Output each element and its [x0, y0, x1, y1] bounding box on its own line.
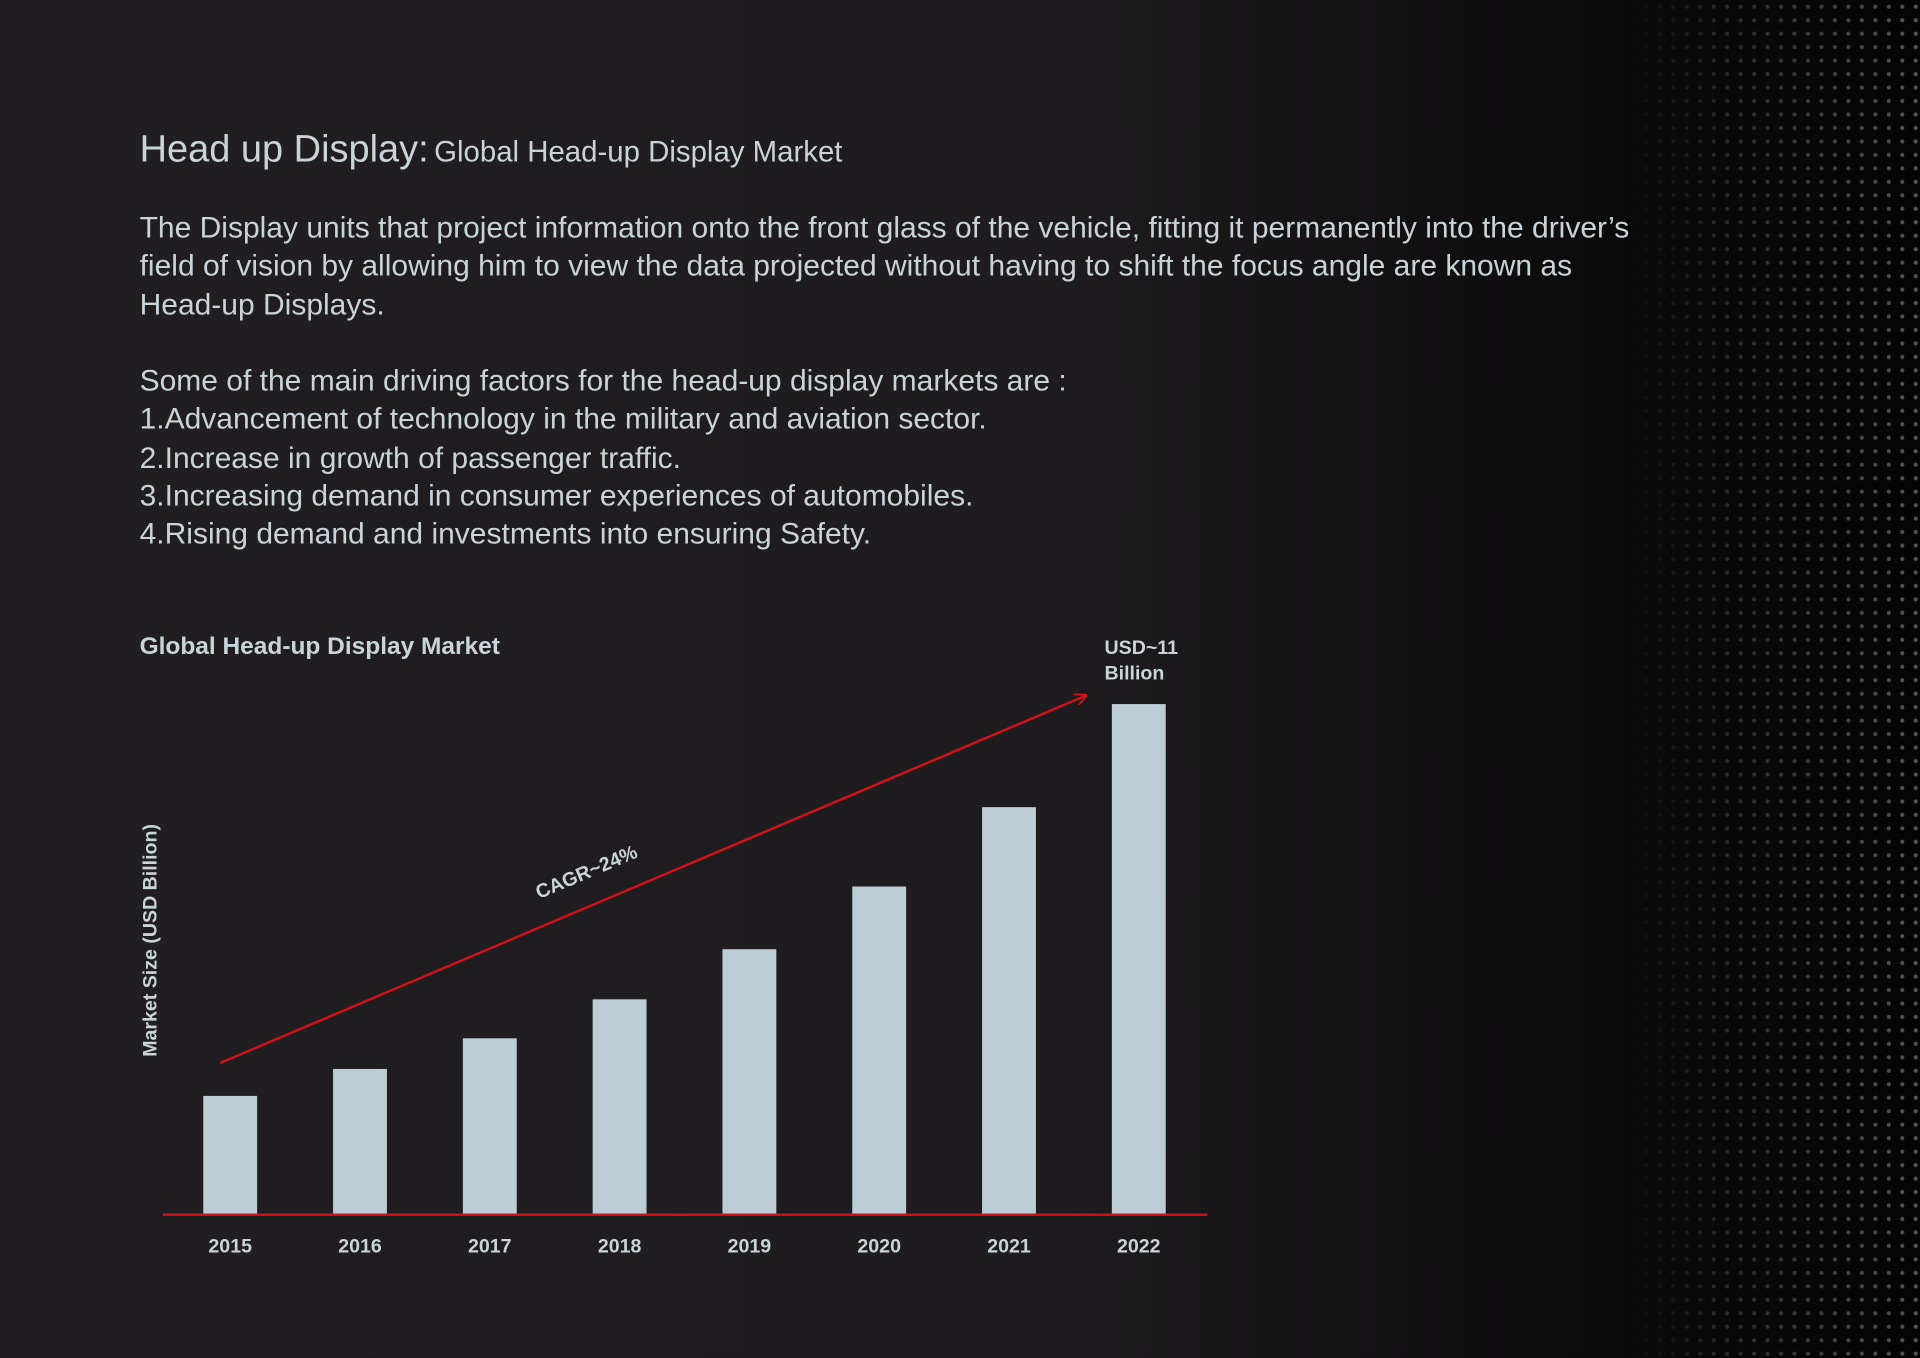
y-axis-label: Market Size (USD Billion) — [140, 824, 162, 1057]
annotation: CAGR~24% — [533, 841, 641, 904]
x-tick-label: 2017 — [468, 1236, 512, 1258]
x-tick-label: 2018 — [598, 1236, 642, 1258]
bar — [203, 1095, 258, 1215]
factor: 3.Increasing demand in consumer experien… — [139, 479, 974, 513]
x-tick-label: 2019 — [728, 1236, 772, 1258]
factor: 1.Advancement of technology in the milit… — [139, 403, 987, 437]
trend-arrow — [219, 696, 1086, 1064]
factor: 4.Rising demand and investments into ens… — [139, 518, 872, 552]
x-tick-label: 2022 — [1117, 1236, 1161, 1258]
x-tick-label: 2016 — [338, 1236, 382, 1258]
dot-pattern — [1626, 0, 1920, 1358]
bar — [982, 807, 1036, 1215]
header: Head up Display: Global Head-up Display … — [140, 127, 843, 171]
x-tick-label: 2021 — [987, 1236, 1031, 1258]
bar — [333, 1068, 387, 1215]
bar — [462, 1038, 517, 1215]
subtitle: Global Head-up Display Market — [434, 135, 843, 169]
chart-title: Global Head-up Display Market — [140, 633, 500, 660]
title: Head up Display: — [139, 127, 429, 171]
factors: Some of the main driving factors for the… — [140, 362, 1658, 554]
factors-heading: Some of the main driving factors for the… — [139, 364, 1067, 398]
x-tick-label: 2015 — [208, 1236, 252, 1258]
x-tick-label: 2020 — [857, 1236, 901, 1258]
bar — [592, 999, 647, 1215]
value-label: USD~11 Billion — [1104, 637, 1179, 685]
bar — [1111, 704, 1166, 1215]
intro: The Display units that project informati… — [139, 211, 1630, 322]
factor: 2.Increase in growth of passenger traffi… — [139, 441, 682, 475]
bar — [852, 886, 907, 1215]
bar — [722, 949, 777, 1215]
